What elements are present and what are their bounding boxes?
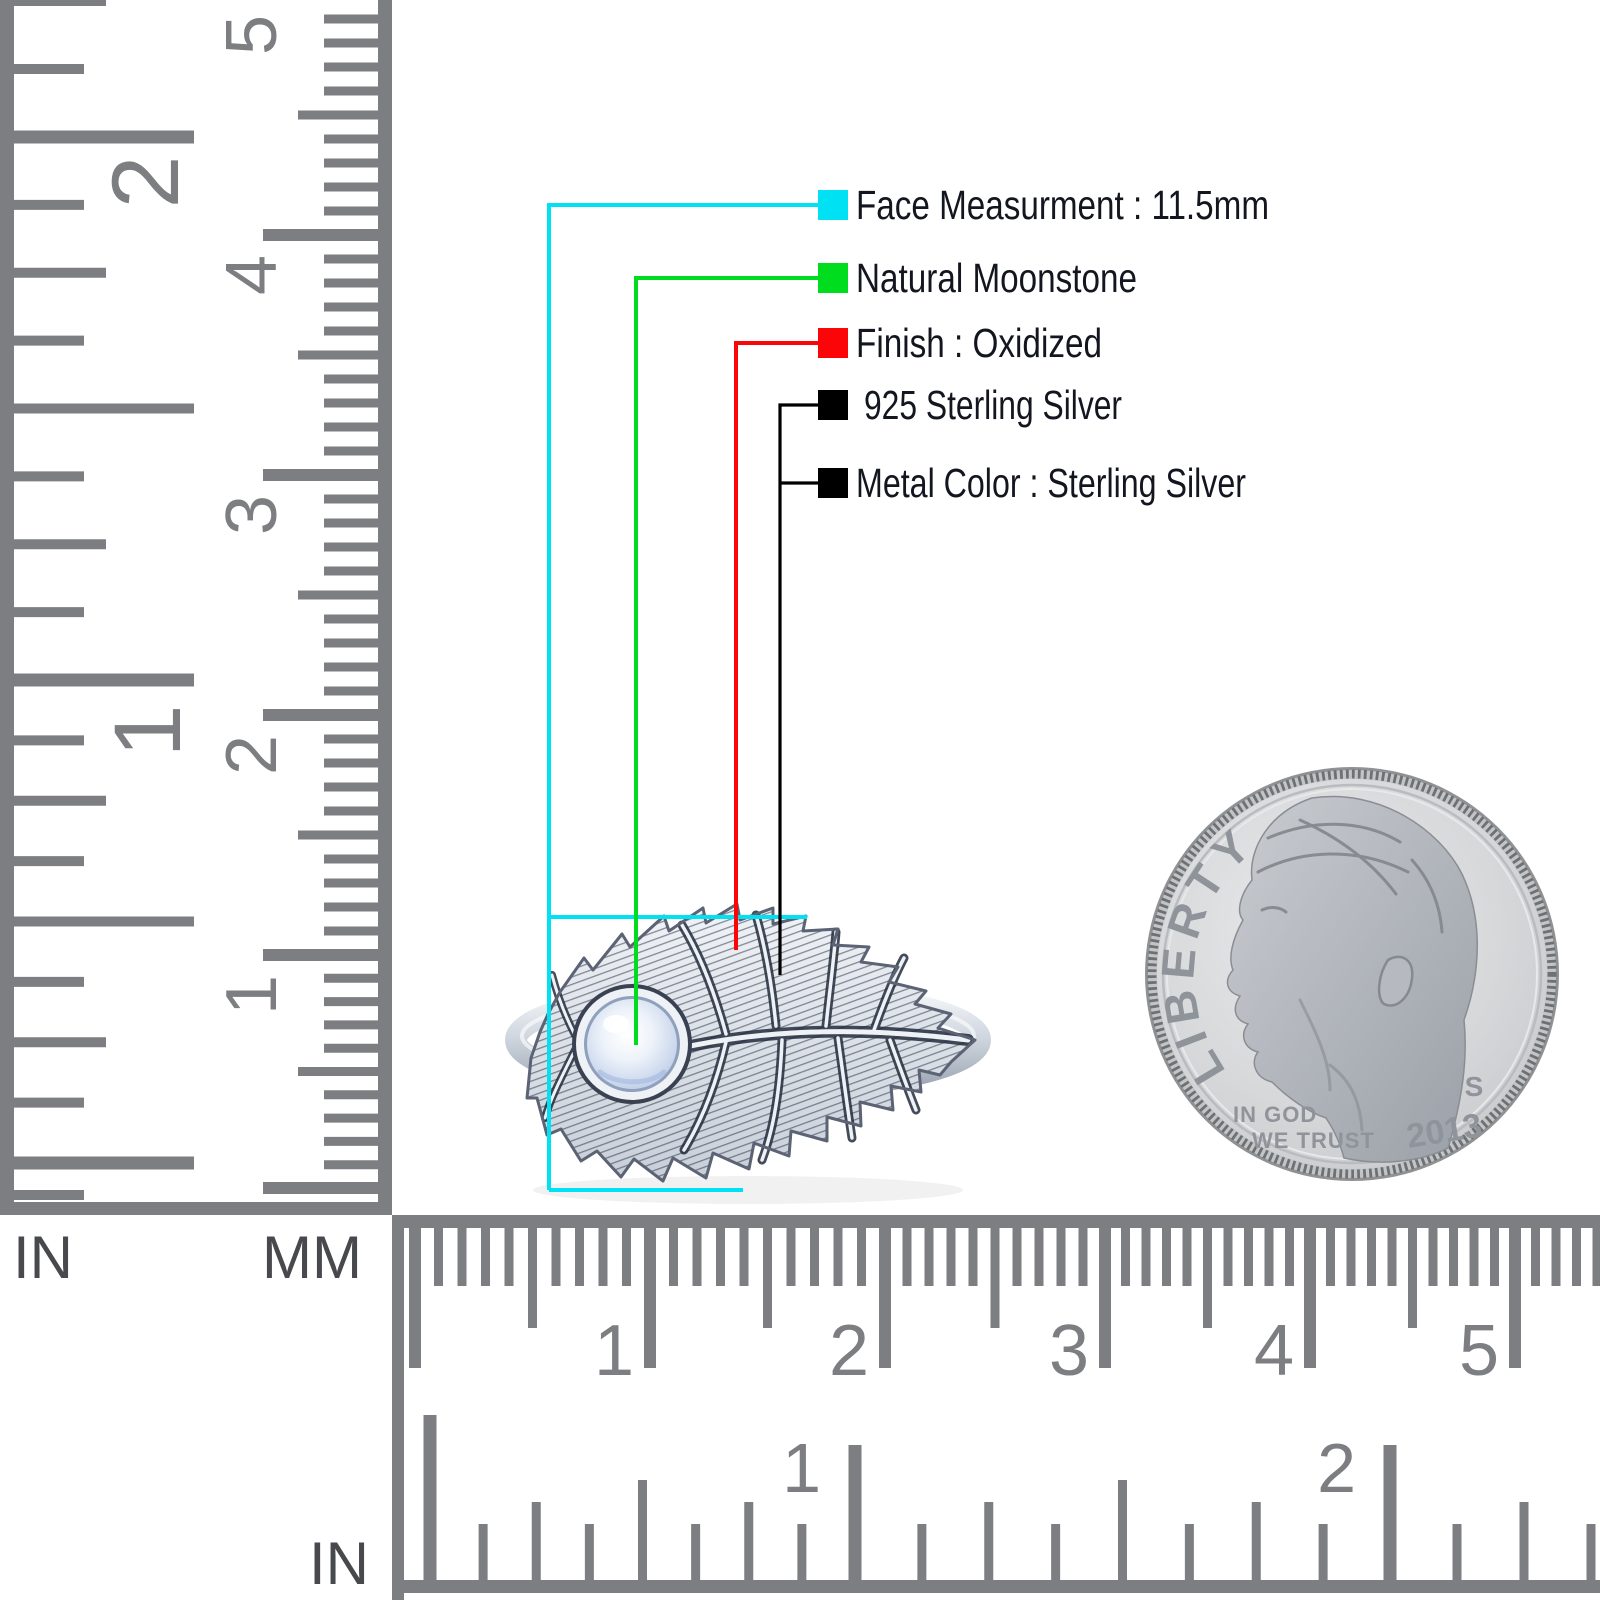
legend-label-natural-moonstone: Natural Moonstone (856, 255, 1137, 301)
legend-swatch-natural-moonstone (818, 263, 848, 293)
moonstone-highlight (603, 1015, 629, 1033)
callout-line-finish-oxidized (734, 341, 818, 950)
vruler-inch-number: 1 (95, 705, 201, 758)
callout-lines (547, 203, 818, 1192)
horizontal-ruler: 1 2 3 4 51 2 (392, 1215, 1600, 1600)
vruler-mm-number: 3 (212, 495, 292, 535)
legend-swatch-metal-color (818, 468, 848, 498)
hruler-mm-number: 3 (1049, 1311, 1089, 1391)
hruler-inch-number: 2 (1317, 1429, 1356, 1507)
coin-rim (1161, 783, 1543, 1165)
hruler-mm-number: 1 (594, 1311, 634, 1391)
callout-line-face-measurement (547, 203, 818, 1190)
vruler-mm-number: 2 (212, 735, 292, 775)
dime-coin: LIBERTY IN GOD WE TRUST S 2013 (1145, 767, 1559, 1181)
coin-motto-line2: WE TRUST (1252, 1128, 1375, 1153)
hruler-bottom-edge (392, 1580, 1600, 1593)
hruler-left-edge (392, 1215, 404, 1600)
moonstone-leaf-ring (505, 902, 991, 1204)
vruler-inch-number: 2 (93, 156, 199, 209)
vruler-left-edge (0, 0, 14, 1215)
vruler-bottom-edge (0, 1202, 392, 1215)
hruler-mm-number: 2 (829, 1311, 869, 1391)
callout-line-natural-moonstone (634, 276, 818, 1045)
hruler-mm-number: 5 (1459, 1311, 1499, 1391)
hruler-top-edge (392, 1215, 1600, 1228)
legend-label-metal-color: Metal Color : Sterling Silver (856, 460, 1246, 506)
hruler-mm-number: 4 (1254, 1311, 1294, 1391)
coin-mint-mark: S (1465, 1071, 1484, 1102)
legend-label-sterling-silver: 925 Sterling Silver (864, 382, 1122, 428)
vruler-mm-number: 1 (212, 975, 292, 1015)
ring-shadow (533, 1176, 963, 1204)
vertical-ruler-inch-unit-label: IN (13, 1224, 73, 1291)
vruler-right-edge (378, 0, 392, 1215)
vruler-mm-number: 5 (212, 15, 292, 55)
vertical-ruler-mm-unit-label: MM (262, 1224, 362, 1291)
annotation-legend: Face Measurment : 11.5mm Natural Moonston… (818, 182, 1269, 506)
roosevelt-portrait (1226, 795, 1478, 1163)
coin-reeding (1147, 769, 1557, 1179)
moonstone-glow (597, 1069, 667, 1085)
portrait-ear (1377, 955, 1414, 1007)
legend-swatch-finish-oxidized (818, 328, 848, 358)
hruler-inch-number: 1 (782, 1429, 821, 1507)
horizontal-ruler-inch-unit-label: IN (309, 1530, 369, 1597)
leaf-outline (525, 902, 977, 1183)
legend-swatch-face-measurement (818, 190, 848, 220)
legend-swatch-sterling-silver (818, 390, 848, 420)
coin-motto-line1: IN GOD (1233, 1102, 1317, 1127)
callout-line-sterling-silver (778, 403, 818, 975)
legend-label-face-measurement: Face Measurment : 11.5mm (856, 182, 1269, 228)
portrait-hair-detail (1256, 818, 1444, 1132)
legend-label-finish-oxidized: Finish : Oxidized (856, 320, 1102, 366)
vruler-mm-number: 4 (212, 255, 292, 295)
